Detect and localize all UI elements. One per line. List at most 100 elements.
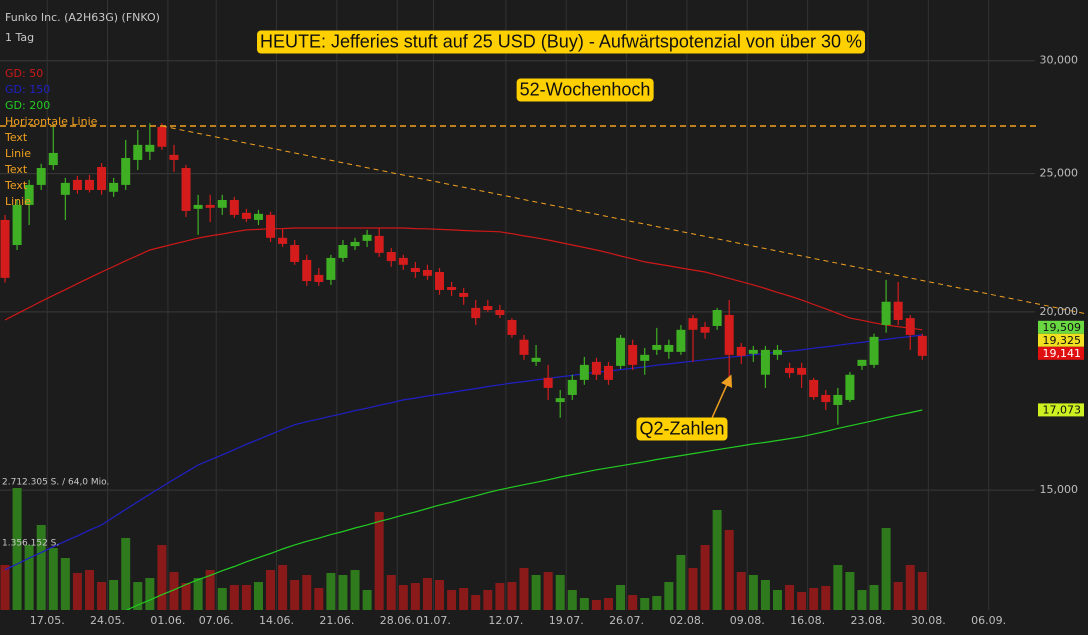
- volume-bar: [507, 582, 517, 610]
- candle-body: [362, 234, 372, 241]
- candle-body: [688, 318, 698, 330]
- volume-bar: [36, 524, 46, 610]
- candle-body: [857, 359, 867, 366]
- trend-line: [161, 125, 1088, 315]
- candle-body: [217, 199, 227, 208]
- volume-bar: [181, 583, 191, 610]
- volume-bar: [133, 582, 143, 610]
- candle-body: [447, 286, 457, 290]
- volume-bar: [495, 583, 505, 610]
- candle-body: [543, 377, 553, 388]
- volume-bar: [616, 584, 626, 610]
- price-label: 17,073: [1043, 403, 1082, 416]
- volume-bar: [157, 545, 167, 610]
- price-label-box: [1038, 320, 1084, 334]
- labels: Funko Inc. (A2H63G) (FNKO) 1 Tag 15,000 2…: [2, 11, 1084, 627]
- volume-bar: [567, 589, 577, 610]
- candle-body: [326, 257, 336, 280]
- volume-bar: [374, 511, 384, 610]
- volume-bar: [917, 571, 927, 610]
- volume-bar: [290, 579, 300, 610]
- candle-body: [905, 318, 915, 335]
- candle-body: [531, 357, 541, 362]
- x-tick-label: 21.06.: [319, 614, 354, 627]
- grid: [0, 0, 1035, 610]
- volume-bar: [905, 565, 915, 610]
- price-label: 19,141: [1043, 347, 1082, 360]
- volume-bar: [109, 579, 119, 610]
- y-tick-label: 20,000: [1040, 305, 1079, 318]
- candles: [0, 123, 927, 425]
- high-annotation: 52-Wochenhoch: [516, 78, 654, 102]
- volume-bar: [628, 595, 638, 610]
- candle-body: [386, 252, 396, 262]
- volume-bar: [217, 588, 227, 610]
- volume-panel: [0, 488, 927, 610]
- volume-bar: [410, 583, 420, 610]
- candle-body: [555, 398, 565, 403]
- candle-body: [797, 367, 807, 375]
- volume-bar: [398, 584, 408, 610]
- candle-body: [435, 272, 445, 290]
- volume-bar: [12, 488, 22, 610]
- candle-body: [121, 158, 131, 185]
- candle-body: [314, 274, 324, 282]
- candle-body: [169, 154, 179, 160]
- volume-bar: [60, 558, 70, 610]
- candle-body: [278, 237, 288, 244]
- volume-bar: [604, 597, 613, 610]
- candle-body: [266, 214, 276, 238]
- volume-bar: [881, 528, 891, 610]
- candle-body: [736, 346, 746, 356]
- volume-bar: [72, 572, 82, 610]
- candle-body: [229, 199, 239, 215]
- x-tick-label: 12.07.: [488, 614, 523, 627]
- volume-bar: [652, 596, 662, 610]
- volume-bar: [471, 595, 481, 610]
- legend-entry: Linie: [5, 195, 31, 208]
- moving-average-line: [4, 334, 923, 571]
- volume-bar: [169, 571, 179, 610]
- legend-entry: Horizontale Linie: [5, 115, 98, 128]
- candle-body: [205, 204, 215, 208]
- volume-bar: [0, 565, 10, 610]
- chart-title: Funko Inc. (A2H63G) (FNKO): [5, 11, 160, 24]
- volume-bar: [688, 567, 698, 610]
- volume-bar: [326, 572, 336, 610]
- candle-body: [48, 152, 58, 166]
- volume-bar: [253, 582, 263, 610]
- volume-bar: [700, 545, 710, 610]
- volume-bar: [833, 565, 843, 610]
- earnings-annotation: Q2-Zahlen: [636, 417, 728, 441]
- candle-body: [519, 339, 529, 355]
- candle-body: [652, 344, 662, 350]
- y-tick-label: 30,000: [1040, 54, 1079, 67]
- candle-body: [0, 219, 10, 278]
- candle-body: [350, 241, 360, 247]
- candle-body: [12, 204, 22, 246]
- candle-body: [567, 379, 577, 395]
- volume-bar: [809, 588, 819, 610]
- candle-body: [616, 337, 626, 366]
- x-tick-label: 24.05.: [90, 614, 125, 627]
- x-tick-label: 07.06.: [199, 614, 234, 627]
- candle-body: [712, 310, 722, 326]
- x-tick-label: 28.06.: [380, 614, 415, 627]
- volume-bar: [869, 584, 879, 610]
- moving-average-line: [125, 409, 923, 610]
- candle-body: [338, 245, 348, 258]
- volume-bar: [447, 589, 457, 610]
- volume-bar: [724, 529, 734, 610]
- x-tick-label: 30.08.: [911, 614, 946, 627]
- legend-entry: Text: [4, 131, 28, 144]
- x-tick-label: 02.08.: [669, 614, 704, 627]
- x-tick-label: 01.06.: [150, 614, 185, 627]
- candle-body: [290, 245, 300, 262]
- candle-body: [628, 344, 638, 365]
- x-tick-label: 09.08.: [730, 614, 765, 627]
- candle-body: [133, 144, 143, 160]
- moving-average-line: [4, 227, 923, 331]
- volume-bar: [760, 579, 770, 610]
- volume-bar: [543, 571, 553, 610]
